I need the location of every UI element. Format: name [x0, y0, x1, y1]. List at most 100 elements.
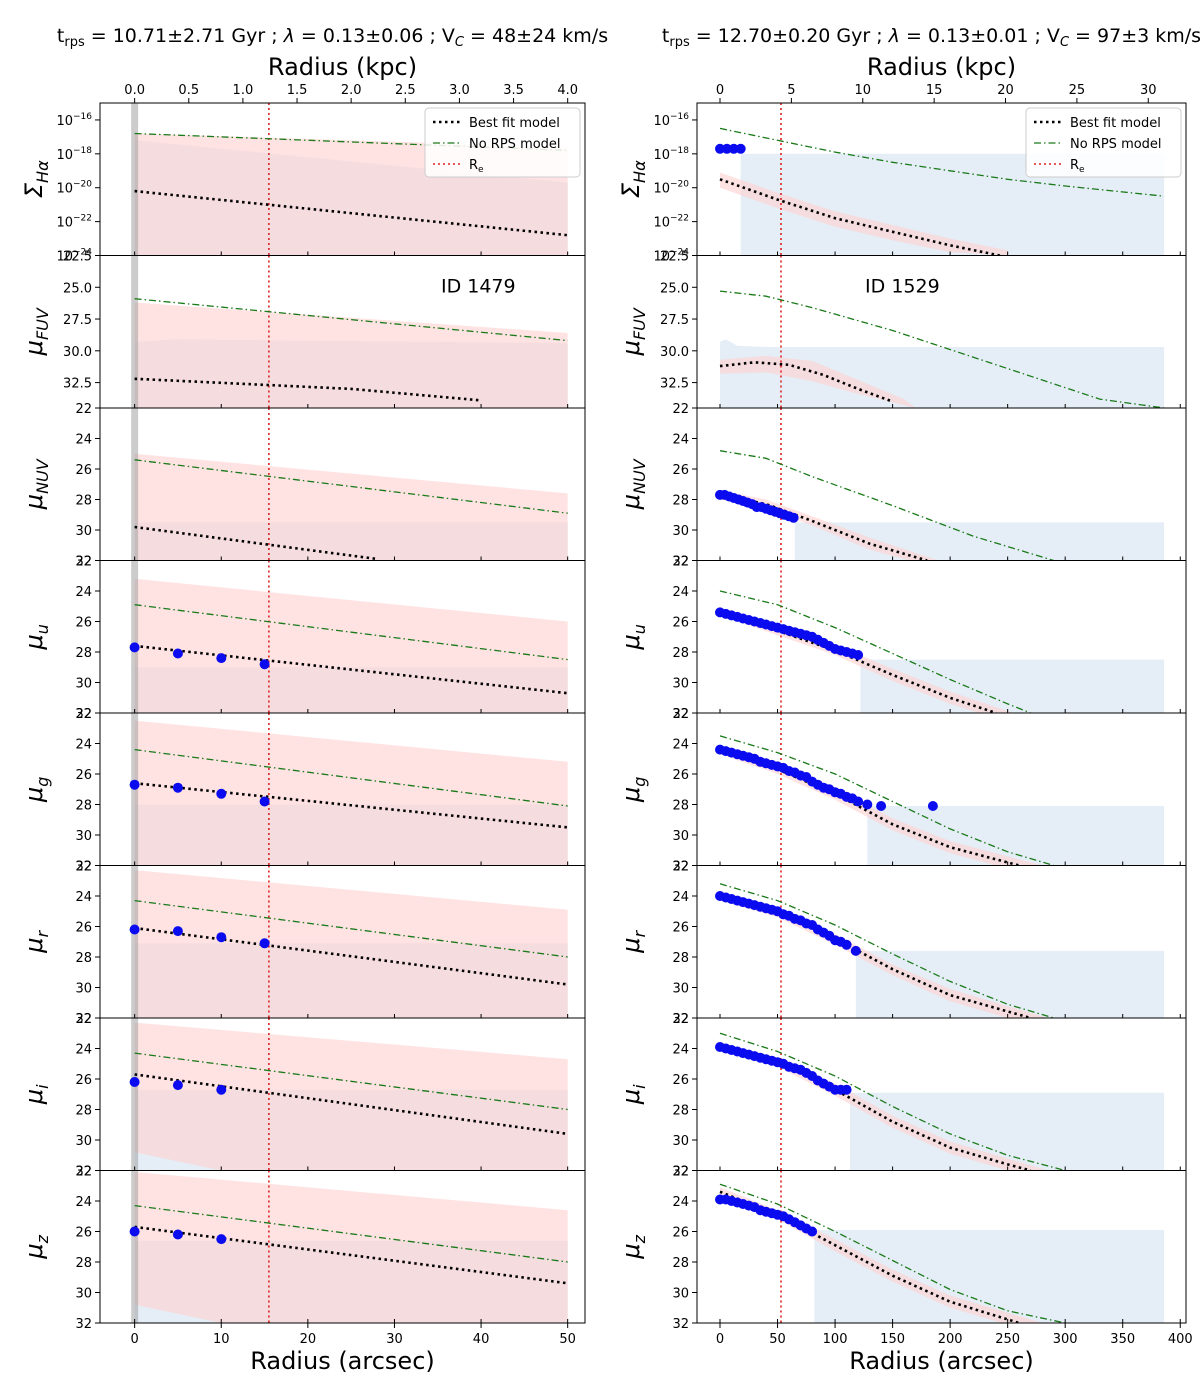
panel-plot-area — [129, 560, 568, 713]
center-band — [131, 1170, 139, 1323]
y-tick-label: 32 — [75, 1317, 92, 1332]
y-tick-label: 25.0 — [63, 281, 92, 296]
y-axis-label: μz — [20, 1234, 52, 1259]
y-tick-label: 26 — [75, 463, 92, 478]
data-point — [172, 1080, 183, 1091]
y-tick-label: 28 — [75, 1104, 92, 1119]
y-axis-label: ΣHα — [617, 160, 649, 198]
best-fit-model-line — [719, 178, 1006, 256]
data-point — [172, 1229, 183, 1240]
y-tick-label: 24 — [672, 433, 689, 448]
top-tick-label: 4.0 — [557, 83, 578, 98]
best-fit-model-line — [134, 926, 568, 986]
bottom-tick-label: 150 — [880, 1332, 905, 1347]
y-tick-label: 22.5 — [63, 250, 92, 265]
bottom-tick-label: 40 — [473, 1332, 490, 1347]
y-tick-label: 24 — [75, 585, 92, 600]
panel-plot-area — [719, 255, 1165, 408]
chart-title: trps = 10.71±2.71 Gyr ; λ = 0.13±0.06 ; … — [57, 25, 608, 50]
limit-band — [867, 806, 1165, 866]
data-point — [172, 782, 183, 793]
y-tick-label: 30 — [672, 1134, 689, 1149]
y-tick-label: 28 — [75, 494, 92, 509]
limit-band — [740, 153, 1165, 256]
no-rps-model-line — [719, 290, 1165, 408]
data-point — [807, 1226, 818, 1237]
panel-frame — [99, 1170, 586, 1324]
chart-column-2: trps = 12.70±0.20 Gyr ; λ = 0.13±0.01 ; … — [617, 25, 1200, 1375]
y-tick-label: 28 — [672, 951, 689, 966]
y-tick-label: 24 — [75, 1195, 92, 1210]
best-fit-model-line — [134, 377, 482, 402]
limit-band — [720, 339, 1165, 408]
y-tick-label: 28 — [672, 494, 689, 509]
no-rps-model-line — [134, 899, 568, 958]
y-tick-label: 26 — [75, 768, 92, 783]
y-tick-label: 24 — [75, 738, 92, 753]
bottom-tick-label: 10 — [213, 1332, 230, 1347]
no-rps-model-line — [719, 1032, 1066, 1171]
y-axis-label: μNUV — [617, 458, 649, 510]
best-fit-model-line — [134, 189, 568, 237]
bottom-axis-label: Radius (arcsec) — [250, 1347, 435, 1375]
bottom-tick-label: 200 — [938, 1332, 963, 1347]
no-rps-model-line — [719, 590, 1031, 713]
y-tick-label: 28 — [75, 1256, 92, 1271]
bottom-tick-label: 350 — [1110, 1332, 1135, 1347]
y-tick-label: 30 — [75, 982, 92, 997]
y-tick-label: 10−18 — [56, 146, 92, 163]
data-point — [216, 653, 227, 664]
y-axis-label: μu — [617, 624, 649, 650]
y-tick-label: 22 — [672, 402, 689, 417]
y-tick-label: 24 — [672, 1195, 689, 1210]
center-band — [131, 1018, 139, 1171]
panel-hα: 10−16 10−18 10−20 10−22 10−24 ΣHα Best fit mod… — [20, 102, 586, 265]
top-tick-label: 25 — [1069, 83, 1086, 98]
galaxy-id-label: ID 1529 — [865, 276, 940, 298]
panel-fuv: 22.5 25.0 27.5 30.0 32.5 μFUV ID 1529 — [617, 250, 1187, 409]
data-point — [735, 143, 746, 154]
y-tick-label: 22 — [75, 1165, 92, 1180]
y-axis-label: μi — [20, 1084, 52, 1105]
model-uncertainty-band — [134, 870, 568, 1018]
y-tick-label: 22 — [672, 860, 689, 875]
limit-band — [850, 1092, 1165, 1171]
model-uncertainty-band — [134, 302, 568, 408]
y-tick-label: 32 — [75, 555, 92, 570]
y-tick-label: 22 — [75, 555, 92, 570]
no-rps-model-line — [134, 1052, 568, 1111]
galaxy-id-label: ID 1479 — [441, 276, 516, 298]
y-tick-label: 22 — [672, 555, 689, 570]
data-point — [876, 801, 887, 811]
top-tick-label: 15 — [926, 83, 943, 98]
y-tick-label: 10−20 — [653, 180, 689, 197]
y-tick-label: 24 — [672, 585, 689, 600]
no-rps-model-line — [134, 298, 568, 342]
y-tick-label: 22 — [672, 707, 689, 722]
panel-fuv: 22.5 25.0 27.5 30.0 32.5 μFUV ID 1479 — [20, 250, 586, 409]
model-uncertainty-band — [720, 172, 1008, 256]
no-rps-model-line — [134, 604, 568, 661]
top-tick-label: 0 — [716, 83, 724, 98]
data-point — [853, 650, 864, 660]
data-point — [129, 642, 140, 653]
panel-u: 22 24 26 28 30 32 μu — [617, 555, 1187, 722]
y-axis-label: μFUV — [617, 307, 649, 356]
y-tick-label: 28 — [75, 951, 92, 966]
data-point — [853, 796, 864, 807]
legend: Best fit model No RPS model Re — [424, 107, 581, 178]
y-tick-label: 22 — [672, 1012, 689, 1027]
y-tick-label: 32 — [75, 860, 92, 875]
y-tick-label: 30 — [672, 1287, 689, 1302]
data-point — [129, 1077, 140, 1087]
bottom-tick-label: 50 — [559, 1332, 576, 1347]
panel-plot-area — [129, 1170, 568, 1323]
y-axis-label: μu — [20, 624, 52, 650]
no-rps-model-line — [134, 459, 568, 514]
bottom-tick-label: 50 — [769, 1332, 786, 1347]
y-tick-label: 26 — [672, 616, 689, 631]
data-point — [129, 1226, 140, 1237]
y-tick-label: 30 — [672, 829, 689, 844]
y-tick-label: 32 — [672, 555, 689, 570]
